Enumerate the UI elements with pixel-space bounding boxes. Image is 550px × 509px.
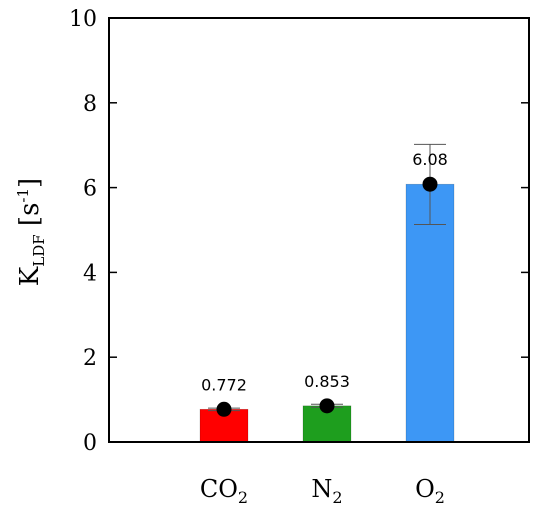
y-axis-title-unit-suffix: ]	[15, 178, 45, 188]
y-tick-label: 6	[83, 177, 97, 202]
y-tick-label: 0	[83, 431, 97, 456]
x-category-subscript: 2	[238, 488, 248, 507]
y-axis-title: KLDF [s-1]	[14, 178, 48, 286]
x-category-base: N	[311, 475, 332, 503]
x-category-subscript: 2	[435, 488, 445, 507]
y-tick-label: 2	[83, 346, 97, 371]
x-category-label-0: CO2	[200, 475, 248, 507]
x-category-subscript: 2	[332, 488, 342, 507]
data-label-0: 0.772	[201, 375, 247, 394]
x-category-base: O	[415, 475, 435, 503]
data-labels-layer: 0.772 0.853 6.08	[201, 150, 448, 394]
y-axis-ticks: 0 2 4 6 8 10	[69, 7, 529, 456]
y-tick-label: 8	[83, 92, 97, 117]
data-point-2	[422, 176, 438, 192]
y-axis-title-base: K	[15, 266, 45, 286]
y-axis-title-subscript: LDF	[30, 234, 48, 266]
x-category-label-1: N2	[311, 475, 342, 507]
data-label-1: 0.853	[304, 372, 350, 391]
y-tick-label: 10	[69, 7, 97, 32]
y-tick-label: 4	[83, 261, 97, 286]
data-label-2: 6.08	[412, 150, 448, 169]
y-axis-title-superscript: -1	[14, 188, 32, 203]
x-category-base: CO	[200, 475, 238, 503]
x-category-label-2: O2	[415, 475, 445, 507]
x-axis-categories: CO2 N2 O2	[200, 475, 445, 507]
data-point-1	[319, 398, 335, 414]
plot-frame	[108, 17, 530, 443]
data-point-0	[216, 401, 232, 417]
y-axis-title-unit-prefix: [s	[15, 203, 45, 235]
markers-layer	[216, 176, 438, 417]
